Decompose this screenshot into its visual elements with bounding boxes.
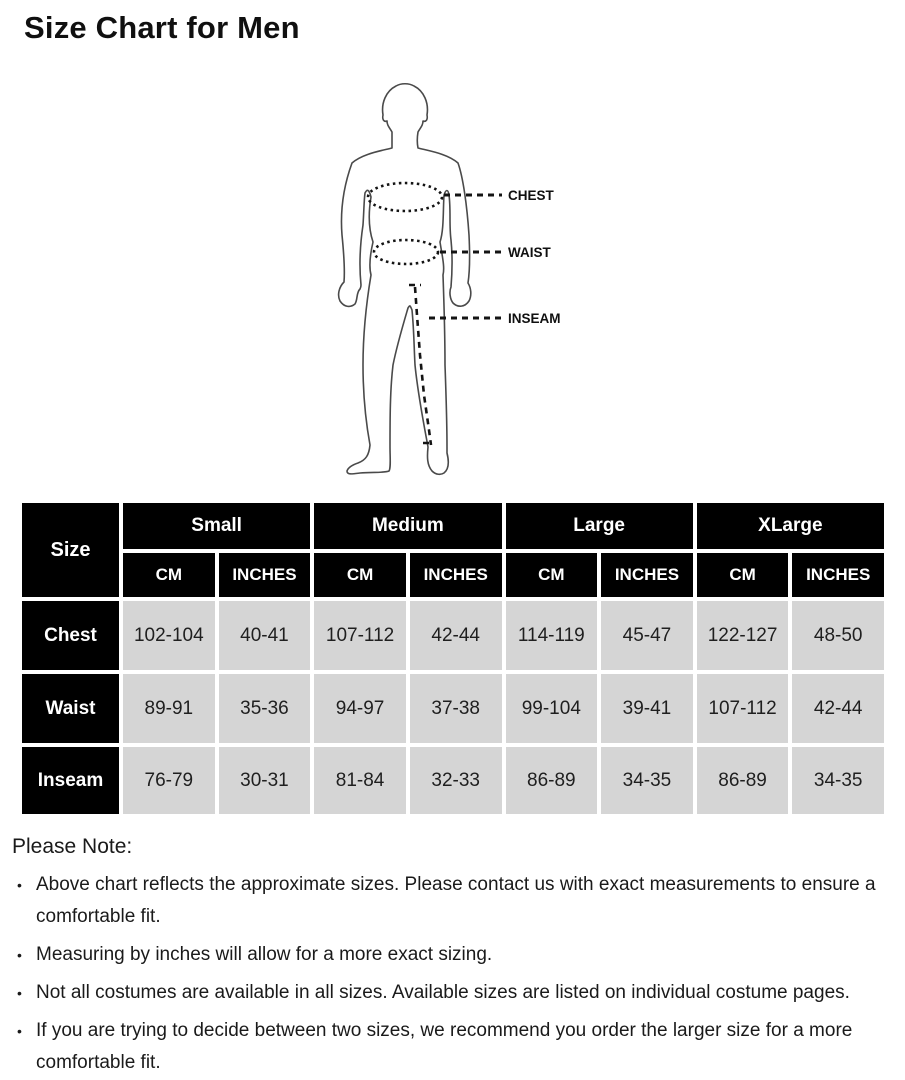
value-cell-inseam-1: 30-31 bbox=[218, 747, 311, 814]
value-cell-inseam-2: 81-84 bbox=[314, 747, 406, 814]
value-cell-inseam-0: 76-79 bbox=[123, 747, 215, 814]
value-cell-waist-4: 99-104 bbox=[505, 674, 598, 743]
unit-header-large-cm: CM bbox=[505, 553, 598, 597]
body-measurement-diagram: CHEST WAIST INSEAM bbox=[0, 75, 905, 500]
note-text: Measuring by inches will allow for a mor… bbox=[36, 944, 493, 965]
value-cell-inseam-7: 34-35 bbox=[792, 747, 884, 814]
unit-header-medium-inches: INCHES bbox=[409, 553, 502, 597]
unit-header-small-inches: INCHES bbox=[218, 553, 311, 597]
body-diagram-svg: CHEST WAIST INSEAM bbox=[337, 82, 561, 476]
page-title: Size Chart for Men bbox=[24, 10, 300, 45]
unit-header-xlarge-inches: INCHES bbox=[792, 553, 884, 597]
note-item: • If you are trying to decide between tw… bbox=[12, 1015, 892, 1079]
row-label-chest: Chest bbox=[22, 601, 119, 670]
value-cell-chest-0: 102-104 bbox=[123, 601, 215, 670]
body-outline bbox=[337, 82, 472, 476]
value-cell-inseam-4: 86-89 bbox=[505, 747, 598, 814]
row-label-waist: Waist bbox=[22, 674, 119, 743]
note-text: If you are trying to decide between two … bbox=[36, 1020, 853, 1073]
waist-label: WAIST bbox=[508, 245, 552, 260]
unit-header-large-inches: INCHES bbox=[601, 553, 693, 597]
value-cell-chest-3: 42-44 bbox=[409, 601, 502, 670]
value-cell-waist-5: 39-41 bbox=[601, 674, 693, 743]
size-group-header-large: Large bbox=[505, 503, 693, 549]
value-cell-chest-6: 122-127 bbox=[696, 601, 789, 670]
note-item: • Measuring by inches will allow for a m… bbox=[12, 939, 892, 971]
chest-label: CHEST bbox=[508, 188, 555, 203]
value-cell-waist-0: 89-91 bbox=[123, 674, 215, 743]
note-item: • Above chart reflects the approximate s… bbox=[12, 869, 892, 933]
waist-measure-ellipse bbox=[372, 238, 440, 266]
size-group-header-xlarge: XLarge bbox=[696, 503, 884, 549]
value-cell-waist-7: 42-44 bbox=[792, 674, 884, 743]
chest-measure-ellipse bbox=[366, 181, 444, 213]
value-cell-chest-1: 40-41 bbox=[218, 601, 311, 670]
size-group-header-small: Small bbox=[123, 503, 311, 549]
notes-section: Please Note: • Above chart reflects the … bbox=[12, 833, 892, 1080]
value-cell-inseam-6: 86-89 bbox=[696, 747, 789, 814]
value-cell-waist-6: 107-112 bbox=[696, 674, 789, 743]
value-cell-waist-1: 35-36 bbox=[218, 674, 311, 743]
value-cell-chest-2: 107-112 bbox=[314, 601, 406, 670]
notes-heading: Please Note: bbox=[12, 835, 133, 858]
bullet-icon: • bbox=[17, 1023, 22, 1039]
value-cell-chest-5: 45-47 bbox=[601, 601, 693, 670]
note-text: Not all costumes are available in all si… bbox=[36, 982, 850, 1003]
unit-header-xlarge-cm: CM bbox=[696, 553, 789, 597]
value-cell-waist-2: 94-97 bbox=[314, 674, 406, 743]
note-text: Above chart reflects the approximate siz… bbox=[36, 874, 876, 927]
bullet-icon: • bbox=[17, 947, 22, 963]
value-cell-chest-7: 48-50 bbox=[792, 601, 884, 670]
value-cell-inseam-3: 32-33 bbox=[409, 747, 502, 814]
size-table: Size Small CM INCHES Medium CM INCHES Large CM I… bbox=[22, 503, 884, 814]
unit-header-medium-cm: CM bbox=[314, 553, 406, 597]
bullet-icon: • bbox=[17, 985, 22, 1001]
note-item: • Not all costumes are available in all … bbox=[12, 977, 892, 1009]
unit-header-small-cm: CM bbox=[123, 553, 215, 597]
bullet-icon: • bbox=[17, 877, 22, 893]
inseam-label: INSEAM bbox=[508, 311, 561, 326]
size-group-header-medium: Medium bbox=[314, 503, 502, 549]
size-corner-header: Size bbox=[22, 503, 119, 597]
value-cell-waist-3: 37-38 bbox=[409, 674, 502, 743]
row-label-inseam: Inseam bbox=[22, 747, 119, 814]
value-cell-inseam-5: 34-35 bbox=[601, 747, 693, 814]
value-cell-chest-4: 114-119 bbox=[505, 601, 598, 670]
inseam-measure-line bbox=[409, 283, 433, 446]
